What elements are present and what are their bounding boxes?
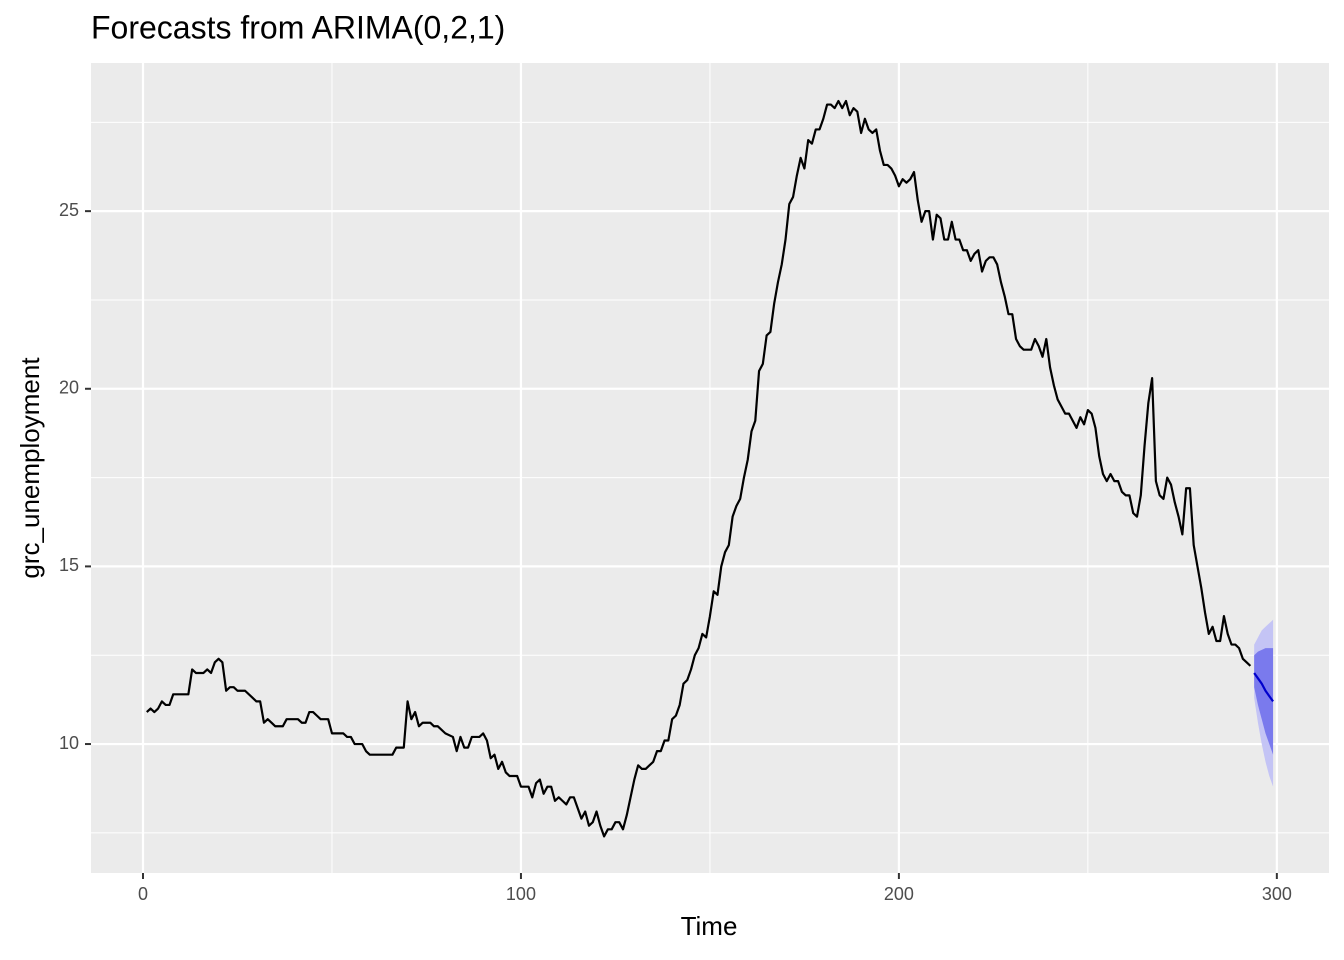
band-80 <box>1254 648 1274 755</box>
series-line <box>146 99 1252 838</box>
series-line <box>1253 672 1274 703</box>
y-tick-label: 15 <box>59 555 79 575</box>
y-tick-label: 10 <box>59 733 79 753</box>
x-tick-label: 0 <box>138 884 148 904</box>
y-tick-label: 20 <box>59 378 79 398</box>
x-axis-label: Time <box>681 911 738 941</box>
x-tick-label: 200 <box>884 884 914 904</box>
chart-title: Forecasts from ARIMA(0,2,1) <box>91 9 505 45</box>
x-tick-label: 300 <box>1262 884 1292 904</box>
y-tick-label: 25 <box>59 200 79 220</box>
y-axis-label: grc_unemployment <box>15 357 45 579</box>
x-tick-label: 100 <box>506 884 536 904</box>
